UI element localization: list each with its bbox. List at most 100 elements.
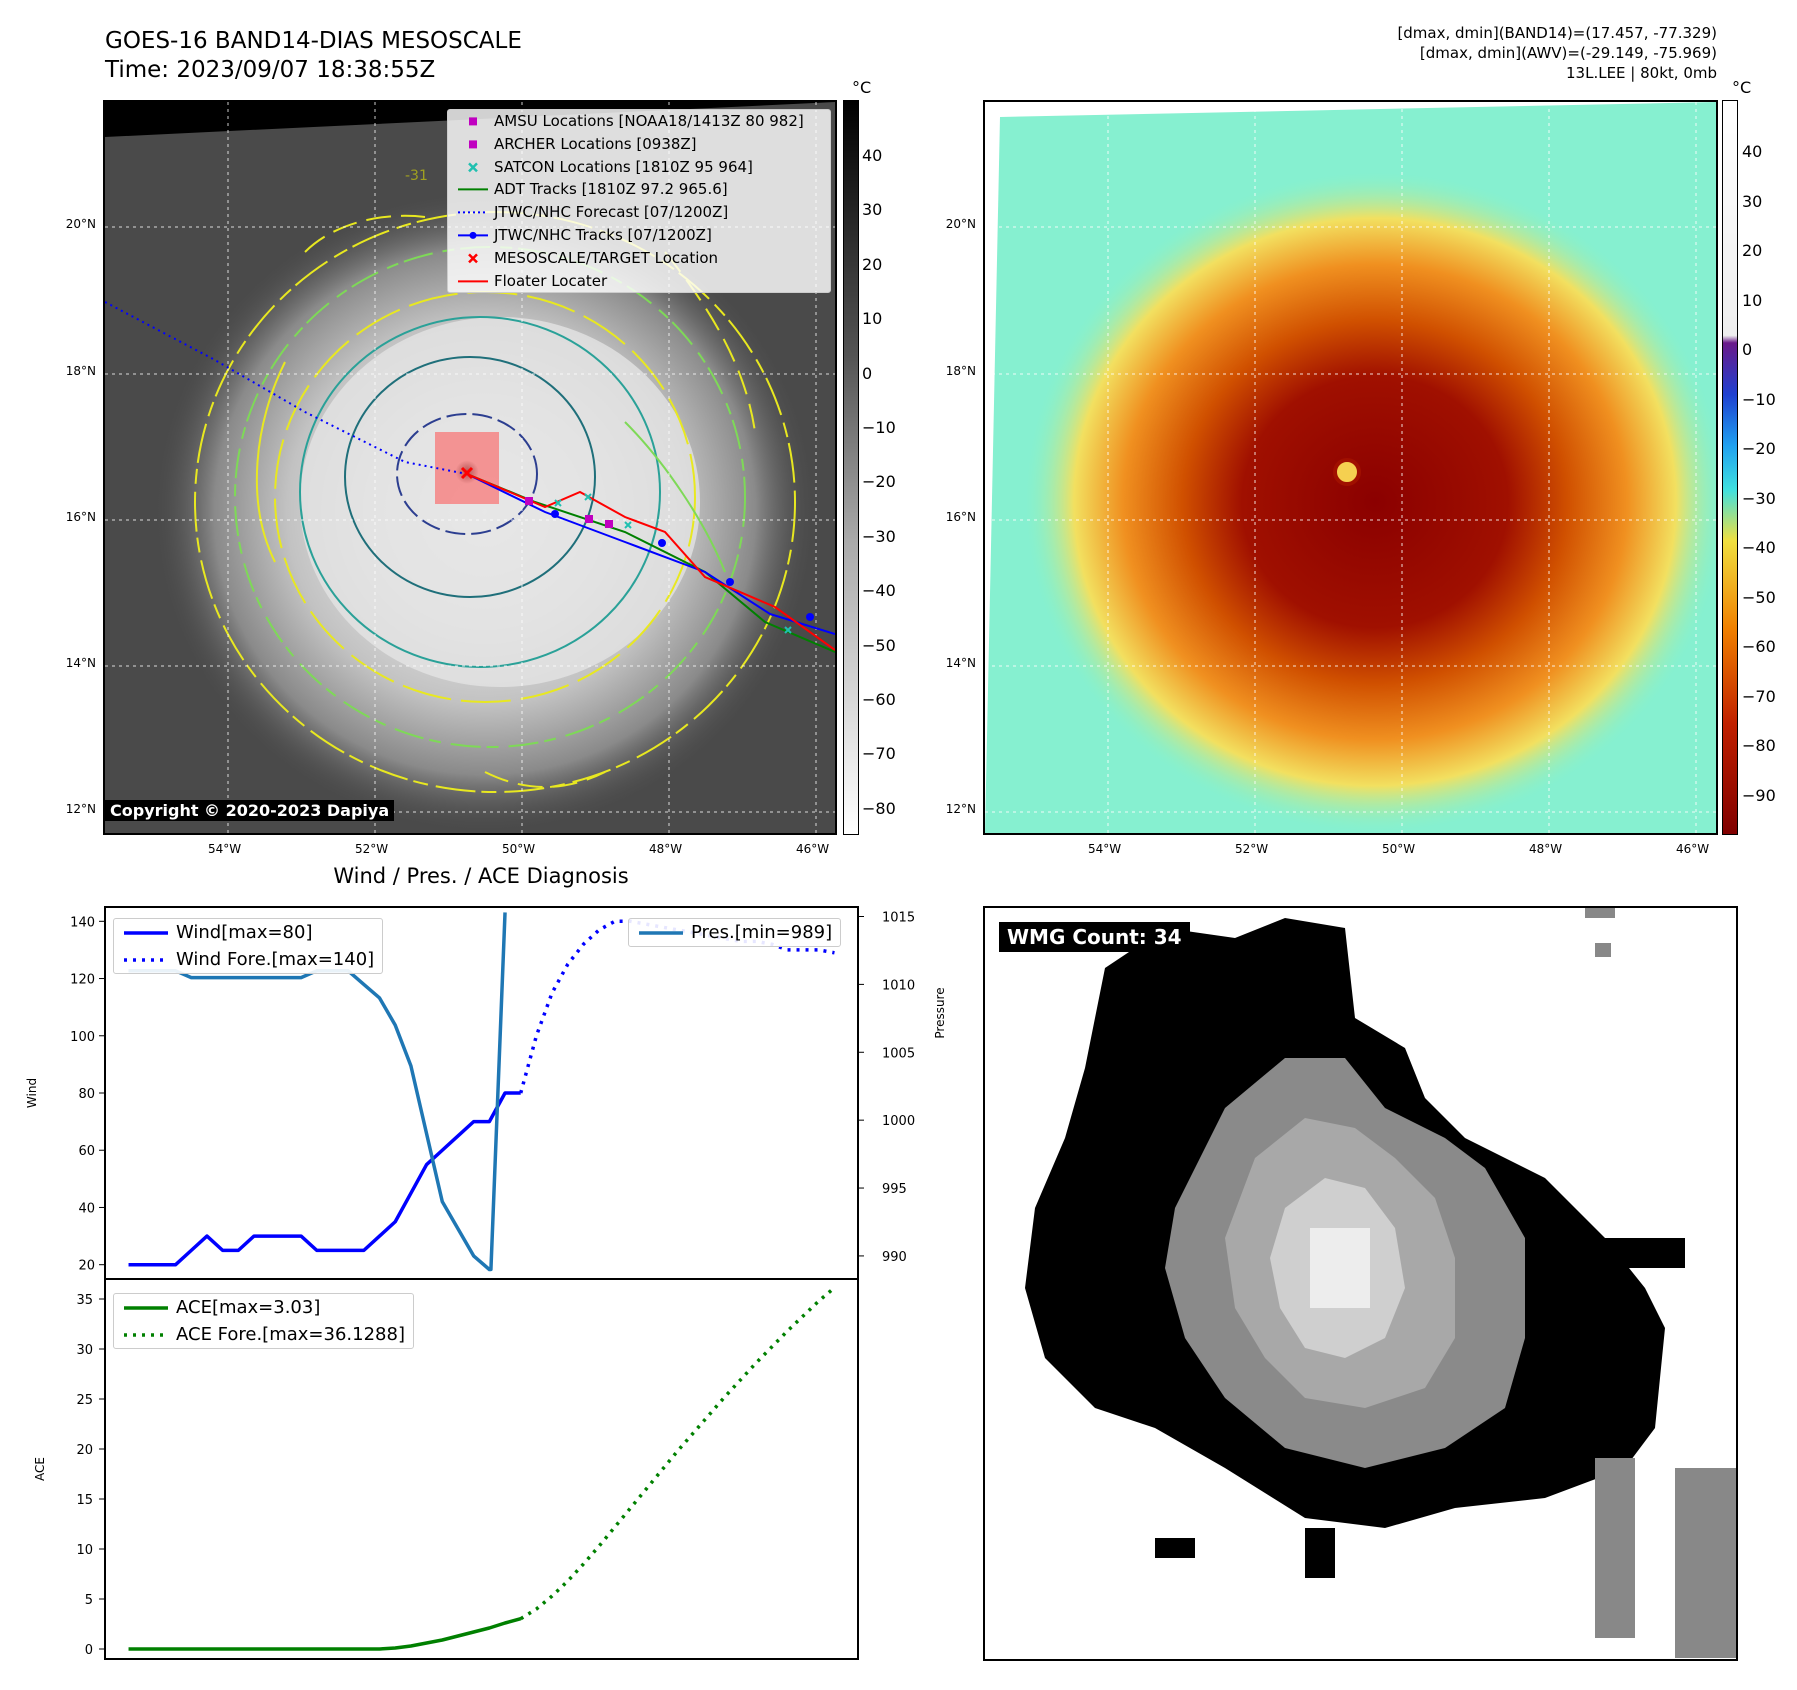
lat-label: 20°N xyxy=(945,217,976,231)
lat-label: 14°N xyxy=(65,656,96,670)
wind-tick-label: 80 xyxy=(78,1087,95,1102)
colorbar-tick-label: 0 xyxy=(862,363,873,383)
ir-colorbar-ticks: 40 30 20 10 0 −10 −20 −30 −40 −50 −60 −70 −80 xyxy=(862,100,922,835)
colorbar-tick-label: 30 xyxy=(862,200,883,220)
wmg-island-1 xyxy=(1595,1238,1685,1268)
colorbar-tick-label: −60 xyxy=(1742,637,1776,656)
map-legend-label: JTWC/NHC Tracks [07/1200Z] xyxy=(494,225,712,244)
map-legend-label: SATCON Locations [1810Z 95 964] xyxy=(494,157,753,176)
ir-colorbar-unit: °C xyxy=(852,78,872,97)
colorbar-tick-label: −60 xyxy=(862,690,896,709)
map-legend-item: MESOSCALE/TARGET Location xyxy=(448,247,830,270)
map-legend-label: MESOSCALE/TARGET Location xyxy=(494,248,719,267)
colorbar-tick-label: 0 xyxy=(1742,340,1753,359)
wind-axis-label: Wind xyxy=(25,1078,39,1108)
satcon-marks xyxy=(554,493,792,634)
wmg-streak-2 xyxy=(1675,1468,1736,1658)
map-legend-item: JTWC/NHC Tracks [07/1200Z] xyxy=(448,224,830,247)
cloud-shield-core xyxy=(300,317,700,687)
pressure-legend-label: Pres.[min=989] xyxy=(691,922,833,943)
mesoscale-target-box xyxy=(435,432,499,504)
colorbar-tick-label: −90 xyxy=(1742,785,1776,805)
ace-legend-label: ACE[max=3.03] xyxy=(176,1297,321,1318)
pressure-tick-label: 995 xyxy=(882,1182,907,1197)
lon-label: 54°W xyxy=(208,842,242,856)
colorbar-tick-label: 30 xyxy=(1742,191,1763,211)
diagnosis-title: Wind / Pres. / ACE Diagnosis xyxy=(333,864,629,888)
ace-tick-label: 25 xyxy=(76,1393,93,1408)
map-legend-label: ARCHER Locations [0938Z] xyxy=(494,134,697,153)
wmg-streak-1 xyxy=(1595,1458,1635,1638)
lat-label: 20°N xyxy=(65,217,96,231)
ace-legend-label: ACE Fore.[max=36.1288] xyxy=(176,1324,405,1345)
wmg-panel: WMG Count: 34 xyxy=(983,906,1738,1661)
info-line1: [dmax, dmin](BAND14)=(17.457, -77.329) xyxy=(1397,24,1717,42)
colorbar-tick-label: −50 xyxy=(862,635,896,655)
legend-symbol-line xyxy=(458,188,488,191)
legend-line-sample xyxy=(124,958,168,962)
colorbar-tick-label: 40 xyxy=(862,146,883,165)
contour-label: -31 xyxy=(405,168,428,184)
color-colorbar xyxy=(1722,100,1738,835)
map-legend-label: ADT Tracks [1810Z 97.2 965.6] xyxy=(494,180,728,199)
amsu-marks xyxy=(525,497,613,528)
map-legend-item: JTWC/NHC Forecast [07/1200Z] xyxy=(448,201,830,224)
ir-map-panel: -31 AMSU Locations xyxy=(103,100,837,835)
lat-label: 18°N xyxy=(65,364,96,378)
lon-label: 54°W xyxy=(1088,842,1122,856)
map-legend-item: Floater Locater xyxy=(448,270,830,293)
ace-forecast-series-line xyxy=(519,1286,836,1621)
colorbar-tick-label: 40 xyxy=(1742,142,1763,161)
lat-label: 16°N xyxy=(945,510,976,524)
wmg-island-2 xyxy=(1155,1538,1195,1558)
wmg-core xyxy=(1310,1228,1370,1308)
color-map-panel xyxy=(983,100,1718,835)
wind-legend: Wind[max=80] Wind Fore.[max=140] xyxy=(113,918,384,974)
map-legend: AMSU Locations [NOAA18/1413Z 80 982] ARCH… xyxy=(447,109,831,294)
color-colorbar-unit: °C xyxy=(1732,78,1752,97)
lat-label: 16°N xyxy=(65,510,96,524)
colorbar-tick-label: −70 xyxy=(862,744,896,764)
ir-colorbar xyxy=(843,100,859,835)
legend-symbol-x xyxy=(468,253,478,264)
legend-symbol-line-dot xyxy=(458,231,488,239)
figure-title-line1: GOES-16 BAND14-DIAS MESOSCALE xyxy=(105,28,522,54)
ace-tick-label: 0 xyxy=(85,1643,93,1658)
ace-panel-frame xyxy=(104,1278,859,1660)
map-legend-label: AMSU Locations [NOAA18/1413Z 80 982] xyxy=(494,112,804,130)
lon-label: 52°W xyxy=(355,842,389,856)
ace-tick-label: 35 xyxy=(76,1293,93,1308)
map-legend-item: ADT Tracks [1810Z 97.2 965.6] xyxy=(448,178,830,201)
lon-label: 48°W xyxy=(649,842,683,856)
wind-tick-label: 100 xyxy=(70,1030,95,1045)
ace-tick-label: 10 xyxy=(76,1543,93,1558)
map-legend-item: SATCON Locations [1810Z 95 964] xyxy=(448,156,830,179)
copyright-label: Copyright © 2020-2023 Dapiya xyxy=(105,800,395,821)
wind-legend-item: Wind[max=80] xyxy=(114,919,382,946)
wmg-svg xyxy=(1025,908,1736,1658)
colorbar-tick-label: −20 xyxy=(1742,439,1776,458)
color-map-lat-labels: 20°N 18°N 16°N 14°N 12°N xyxy=(920,100,980,835)
ir-map-lon-labels: 54°W 52°W 50°W 48°W 46°W xyxy=(103,842,837,862)
jtwc-forecast-track xyxy=(105,301,468,475)
lon-label: 46°W xyxy=(1676,842,1710,856)
wind-legend-label: Wind Fore.[max=140] xyxy=(176,949,375,970)
ace-axis-label: ACE xyxy=(33,1457,47,1481)
colorbar-tick-label: −10 xyxy=(1742,389,1776,409)
wind-tick-label: 140 xyxy=(70,915,95,930)
mesoscale-target-mark xyxy=(460,466,474,480)
ace-tick-label: 30 xyxy=(76,1343,93,1358)
colorbar-tick-label: −40 xyxy=(1742,538,1776,557)
jtwc-track-points xyxy=(551,510,814,621)
color-map-lon-labels: 54°W 52°W 50°W 48°W 46°W xyxy=(983,842,1718,862)
colorbar-tick-label: −30 xyxy=(862,526,896,546)
color-storm-eye xyxy=(1333,458,1361,486)
lat-label: 14°N xyxy=(945,656,976,670)
ace-series-line xyxy=(128,1617,522,1651)
colorbar-tick-label: −80 xyxy=(1742,736,1776,755)
pressure-legend-item: Pres.[min=989] xyxy=(629,919,840,946)
map-legend-label: JTWC/NHC Forecast [07/1200Z] xyxy=(494,203,729,222)
ace-tick-label: 20 xyxy=(76,1443,93,1458)
lon-label: 48°W xyxy=(1529,842,1563,856)
pressure-tick-label: 990 xyxy=(882,1250,907,1265)
